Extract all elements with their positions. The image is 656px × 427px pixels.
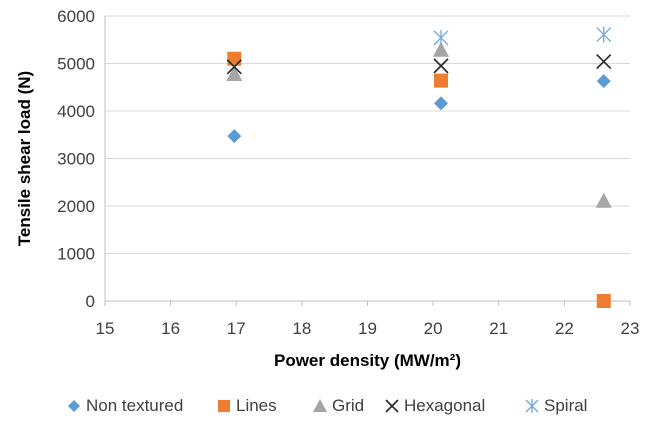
- x-tick-label: 18: [292, 319, 311, 338]
- y-tick-label: 0: [86, 292, 95, 311]
- legend-label: Non textured: [86, 396, 183, 415]
- legend-marker: [385, 399, 399, 413]
- legend-label: Spiral: [544, 396, 587, 415]
- axes: [104, 16, 631, 306]
- x-tick-label: 16: [161, 319, 180, 338]
- legend-marker: [313, 399, 327, 412]
- point-lines-0: [227, 51, 242, 66]
- point-non-textured-1: [434, 96, 448, 111]
- gridlines: [105, 15, 630, 254]
- x-tick-label: 23: [621, 319, 640, 338]
- y-tick-label: 3000: [57, 150, 95, 169]
- point-grid-1: [433, 41, 449, 57]
- legend-marker: [68, 400, 80, 412]
- point-hexagonal-2: [596, 54, 612, 70]
- legend-item-spiral: Spiral: [525, 396, 587, 415]
- legend-item-hexagonal: Hexagonal: [385, 396, 485, 415]
- point-spiral-1: [596, 26, 612, 43]
- tick-labels: 0 1000 2000 3000 4000 5000 6000 15 16 17 18 19 20 21 2…: [57, 7, 639, 338]
- y-tick-label: 2000: [57, 197, 95, 216]
- legend-item-lines: Lines: [218, 396, 277, 415]
- legend-marker: [218, 400, 230, 412]
- legend-label: Grid: [332, 396, 364, 415]
- point-grid-2: [595, 192, 612, 208]
- point-lines-1: [434, 73, 448, 88]
- y-tick-label: 1000: [57, 245, 95, 264]
- legend-item-non-textured: Non textured: [68, 396, 183, 415]
- x-tick-label: 19: [358, 319, 377, 338]
- x-tick-label: 17: [227, 319, 246, 338]
- point-grid-0: [226, 65, 243, 81]
- data-points: [226, 26, 612, 308]
- x-tick-label: 22: [555, 319, 574, 338]
- x-tick-label: 21: [489, 319, 508, 338]
- y-tick-label: 5000: [57, 55, 95, 74]
- point-non-textured-0: [227, 129, 242, 144]
- y-axis-title: Tensile shear load (N): [15, 71, 34, 246]
- y-tick-label: 6000: [57, 7, 95, 26]
- point-spiral-0: [433, 29, 449, 46]
- point-non-textured-2: [596, 74, 611, 89]
- legend-label: Lines: [236, 396, 277, 415]
- legend-label: Hexagonal: [404, 396, 485, 415]
- legend: Non textured Lines Grid Hexagonal Spiral: [68, 396, 587, 415]
- x-tick-label: 20: [424, 319, 443, 338]
- point-lines-2: [596, 294, 611, 308]
- y-tick-label: 4000: [57, 102, 95, 121]
- point-hexagonal-1: [433, 58, 449, 74]
- x-axis-title: Power density (MW/m²): [274, 351, 461, 370]
- x-tick-label: 15: [96, 319, 115, 338]
- legend-marker: [525, 399, 539, 413]
- legend-item-grid: Grid: [313, 396, 364, 415]
- point-hexagonal-0: [226, 59, 242, 75]
